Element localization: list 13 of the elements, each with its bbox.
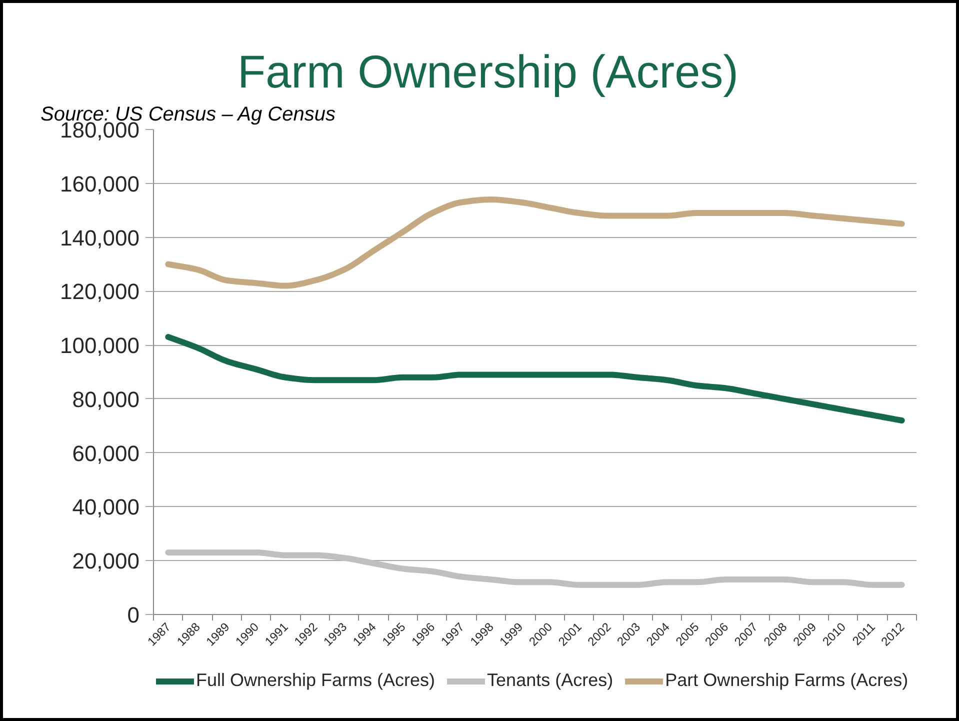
y-tick-label: 160,000 [60, 171, 140, 196]
legend-label: Tenants (Acres) [487, 670, 614, 691]
y-tick-label: 60,000 [72, 440, 140, 466]
y-tick-label: 140,000 [60, 225, 140, 250]
y-tick-label: 100,000 [60, 333, 140, 358]
chart-title: Farm Ownership (Acres) [238, 46, 738, 98]
y-tick-label: 20,000 [72, 548, 140, 574]
legend-label: Part Ownership Farms (Acres) [665, 670, 908, 691]
y-tick-label: 120,000 [60, 279, 140, 304]
y-tick-label: 40,000 [72, 494, 140, 520]
legend-label: Full Ownership Farms (Acres) [196, 670, 436, 691]
y-tick-label: 80,000 [72, 386, 140, 412]
y-tick-label: 0 [127, 602, 140, 628]
